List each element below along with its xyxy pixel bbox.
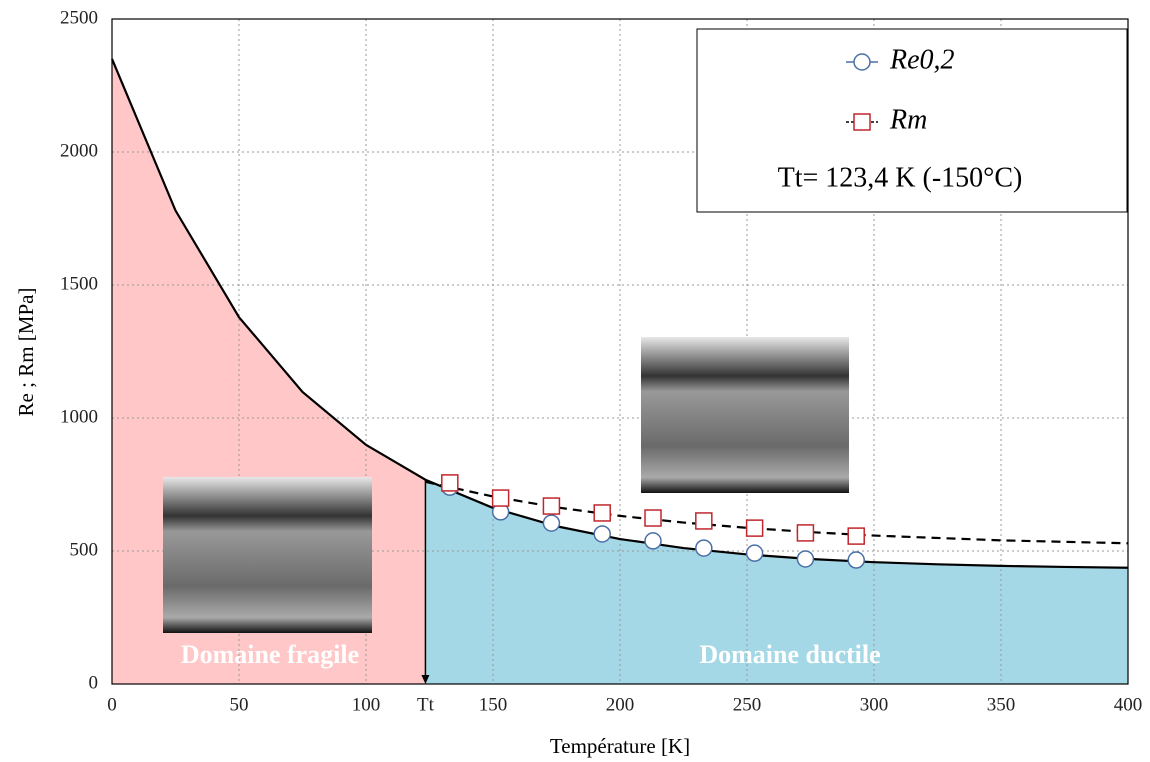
data-point [441,474,459,492]
data-point [593,525,611,543]
data-point [542,497,561,515]
data-point [695,512,713,530]
x-tick-label: 150 [479,694,508,715]
region-area [425,479,1128,684]
y-tick-label: 1000 [60,406,98,427]
data-point [796,550,815,568]
data-point [644,532,662,550]
y-tick-label: 2500 [60,7,98,28]
region-label: Domaine ductile [699,640,880,669]
data-point [695,539,713,557]
data-point [745,519,764,537]
y-axis-label: Re ; Rm [MPa] [14,288,38,417]
x-tick-label: 350 [987,694,1016,715]
legend-box [696,28,1128,213]
x-tick-label: 300 [860,694,889,715]
data-point [796,524,815,542]
data-point [745,544,764,562]
x-tick-label: Tt [417,694,435,715]
data-point [542,514,561,532]
x-axis-label: Température [K] [550,734,690,758]
annotation: Tt= 123,4 K (-150°C) [778,162,1023,193]
x-tick-label: 0 [107,694,117,715]
legend-marker [853,53,871,71]
region-label: Domaine fragile [181,640,359,669]
x-tick-label: 100 [352,694,381,715]
sem-image [163,477,372,633]
data-point [847,551,865,569]
x-tick-label: 50 [230,694,249,715]
legend-marker [853,113,871,131]
y-tick-label: 1500 [60,273,98,294]
y-tick-label: 500 [70,539,99,560]
x-tick-label: 250 [733,694,762,715]
y-tick-label: 2000 [60,140,98,161]
fit-curve [425,480,1129,545]
data-point [644,509,662,527]
sem-image [641,337,849,493]
data-point [593,504,611,522]
data-point [491,489,510,507]
plot-frame [111,18,1129,685]
transition-arrow [421,675,430,684]
legend-label: Re0,2 [889,44,955,75]
fit-curve [110,58,1129,569]
x-tick-label: 400 [1114,694,1143,715]
x-tick-label: 200 [606,694,635,715]
legend-label: Rm [889,104,927,135]
data-point [847,527,865,545]
y-tick-label: 0 [89,672,99,693]
